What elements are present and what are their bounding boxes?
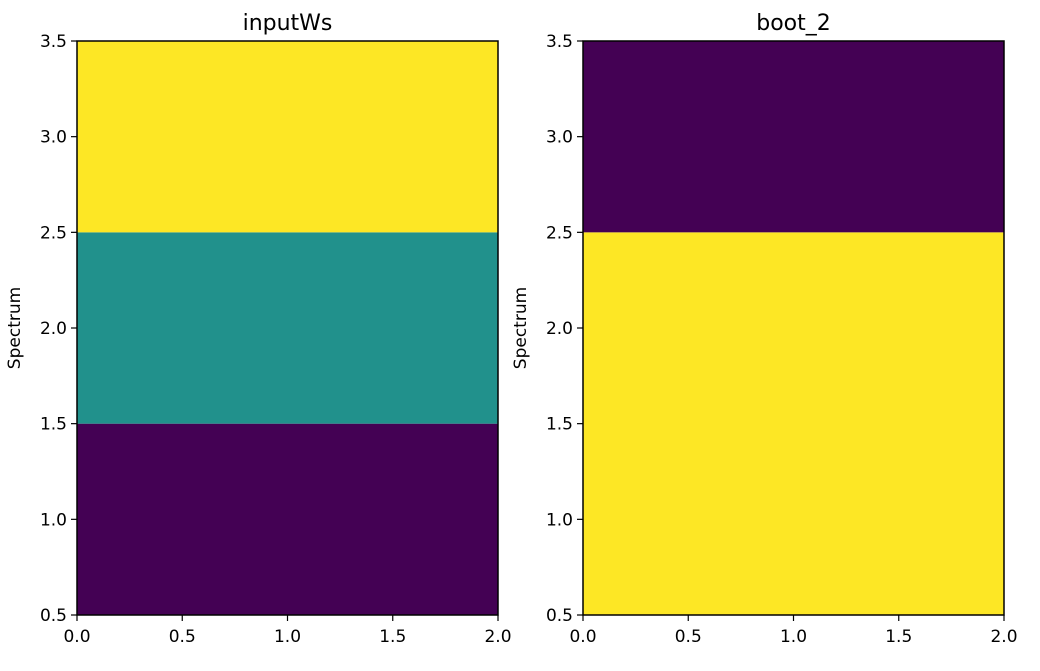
subplot-boot-2: 0.0 0.5 1.0 1.5 2.0 0.51.01.52.02.53.03.5 bo…: [511, 11, 1018, 647]
x-tick-label: 1.0: [274, 627, 301, 647]
x-tick-label: 2.0: [990, 627, 1017, 647]
y-tick-label: 1.5: [546, 415, 573, 435]
x-axis-ticks: 0.0 0.5 1.0 1.5 2.0: [63, 615, 512, 647]
heatmap-cell-1: [77, 232, 498, 424]
y-tick-label: 3.0: [546, 128, 573, 148]
chart-title: boot_2: [756, 11, 831, 36]
x-tick-label: 1.5: [885, 627, 912, 647]
chart-title: inputWs: [243, 11, 333, 36]
y-tick-label: 0.5: [546, 606, 573, 626]
heatmap-cell-0: [583, 232, 1004, 616]
y-tick-label: 1.0: [546, 510, 573, 530]
subplot-inputws: 0.0 0.5 1.0 1.5 2.0 0.51.01.52.02.53.03.5 in…: [5, 11, 512, 647]
x-tick-label: 1.0: [780, 627, 807, 647]
x-tick-label: 2.0: [484, 627, 511, 647]
heatmap-cell-1: [583, 41, 1004, 233]
y-tick-label: 3.0: [40, 128, 67, 148]
y-tick-label: 0.5: [40, 606, 67, 626]
y-tick-label: 3.5: [546, 32, 573, 52]
x-tick-label: 0.0: [63, 627, 90, 647]
heatmap-cell-0: [77, 423, 498, 615]
y-tick-label: 3.5: [40, 32, 67, 52]
y-axis-ticks: 0.5 1.0 1.5 2.0 2.5 3.0 3.5: [40, 32, 77, 626]
heatmap-cells: [77, 41, 498, 615]
x-tick-label: 0.5: [675, 627, 702, 647]
y-axis-label: Spectrum: [511, 287, 531, 369]
y-tick-label: 1.5: [40, 415, 67, 435]
y-tick-label: 2.5: [546, 223, 573, 243]
heatmap-cell-2: [77, 41, 498, 233]
x-axis-ticks: 0.0 0.5 1.0 1.5 2.0: [569, 615, 1018, 647]
x-tick-label: 1.5: [379, 627, 406, 647]
y-tick-label: 1.0: [40, 510, 67, 530]
x-tick-label: 0.0: [569, 627, 596, 647]
x-tick-label: 0.5: [169, 627, 196, 647]
y-axis-ticks: 0.5 1.0 1.5 2.0 2.5 3.0 3.5: [546, 32, 583, 626]
y-tick-label: 2.5: [40, 223, 67, 243]
y-axis-label: Spectrum: [5, 287, 25, 369]
y-tick-label: 2.0: [546, 319, 573, 339]
heatmap-cells: [583, 41, 1004, 616]
y-tick-label: 2.0: [40, 319, 67, 339]
